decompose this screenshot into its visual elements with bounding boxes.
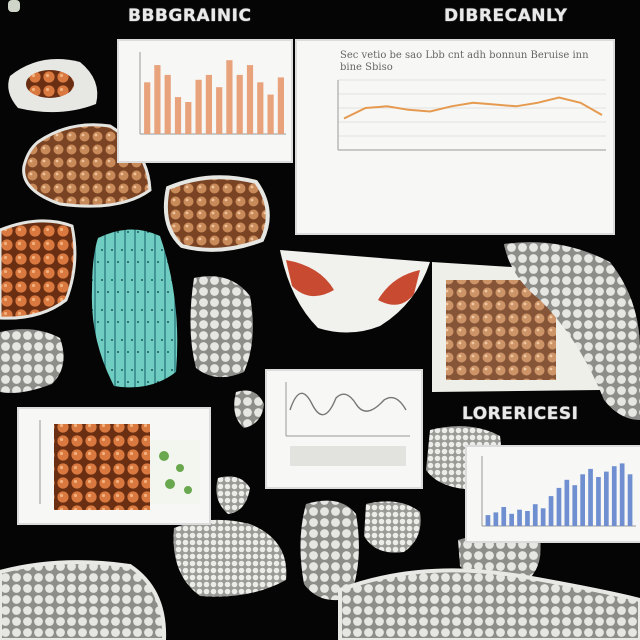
salmon-bar <box>195 79 202 134</box>
heading-middle-right: LORERICESI <box>462 404 579 424</box>
salmon-bar <box>144 82 151 134</box>
specimen-teal-tissue <box>91 229 178 388</box>
specimen-fine-a <box>173 519 287 597</box>
specimen-red-left <box>286 260 334 297</box>
salmon-bar <box>174 97 182 134</box>
heading-top-right: DIBRECANLY <box>444 6 568 26</box>
heading-top-left: BBBGRAINIC <box>128 6 252 26</box>
blue-bar <box>611 466 617 526</box>
blue-bar <box>509 513 514 526</box>
blue-bar <box>596 477 601 526</box>
blue-bar <box>604 471 609 526</box>
salmon-bar <box>257 82 264 134</box>
small-specimen <box>8 0 20 12</box>
blue-bar-chart-panel <box>465 445 640 543</box>
blue-bar <box>572 485 578 526</box>
card-green-dot <box>159 451 169 461</box>
card-orange-cells <box>54 424 150 510</box>
blue-bar <box>548 496 554 526</box>
blue-bar <box>580 474 585 526</box>
specimen-orange-core <box>26 70 74 98</box>
card-green-dot <box>165 479 175 489</box>
blue-bar <box>619 463 625 526</box>
line-chart-panel <box>295 39 615 235</box>
waveform-line <box>289 392 407 416</box>
blue-bar <box>532 504 538 526</box>
specimen-gray-small <box>234 390 264 428</box>
card-green-area <box>150 440 200 504</box>
blue-bar <box>627 474 633 526</box>
blue-bar <box>485 515 491 526</box>
specimen-gray-bottom-left <box>0 560 167 640</box>
blue-bar <box>501 507 507 526</box>
salmon-bar <box>277 77 284 134</box>
card-green-dot <box>176 464 184 472</box>
waveform-panel <box>265 369 423 489</box>
salmon-bar <box>185 102 192 134</box>
line-chart-grid <box>338 79 606 137</box>
specimen-gray-arc <box>504 242 640 420</box>
specimen-tan-round <box>163 175 270 252</box>
blue-bar <box>588 468 593 526</box>
specimen-card-panel <box>17 407 211 525</box>
blue-bar-chart-bars <box>485 463 633 526</box>
waveform-strip <box>290 446 406 466</box>
specimen-red-section <box>280 250 430 333</box>
specimen-fine-b <box>364 501 421 553</box>
specimen-gray-b <box>300 500 359 601</box>
salmon-bar <box>205 74 212 134</box>
specimen-red-right <box>378 270 420 305</box>
specimen-gray-left <box>0 329 64 393</box>
salmon-bar <box>226 60 233 135</box>
blue-bar <box>556 487 562 526</box>
blue-bar <box>540 508 546 526</box>
salmon-bar <box>154 65 161 134</box>
line-chart-title: Sec vetio be sao Lbb cnt adh bonnun Beru… <box>340 50 589 73</box>
salmon-bar <box>236 74 243 134</box>
specimen-orange-left <box>0 219 77 320</box>
salmon-bar <box>164 74 171 134</box>
specimen-fine-small <box>216 476 250 514</box>
specimen-gray-bottom-right <box>338 568 640 640</box>
blue-bar <box>517 509 522 526</box>
bar-chart-panel <box>117 39 293 163</box>
salmon-bar <box>216 87 223 134</box>
specimen-gray-mid <box>190 276 253 378</box>
blue-bar <box>525 511 530 526</box>
salmon-bar <box>267 94 274 134</box>
blue-bar <box>493 512 499 526</box>
line-chart-series <box>343 96 603 120</box>
bar-chart-bars <box>144 60 284 135</box>
card-green-dot <box>184 486 192 494</box>
salmon-bar <box>246 65 254 134</box>
blue-bar <box>564 479 570 526</box>
